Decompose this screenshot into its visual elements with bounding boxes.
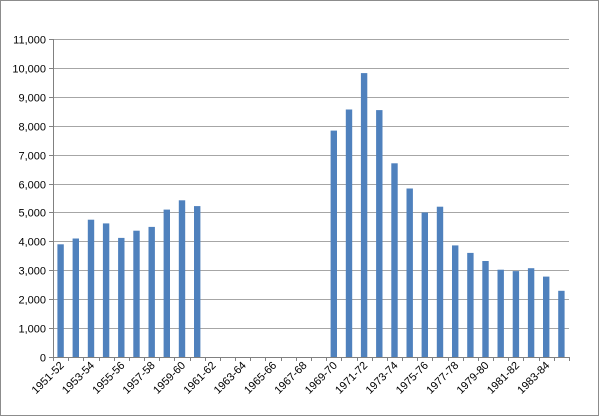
- x-tick-label: 1969-70: [303, 360, 340, 397]
- bar: [194, 206, 201, 357]
- bar: [527, 268, 535, 357]
- x-tick-label: 1951-52: [30, 360, 67, 397]
- x-tick-label: 1959-60: [151, 360, 188, 397]
- x-tick-label: 1973-74: [364, 360, 401, 397]
- y-tick-label: 2,000: [18, 295, 46, 307]
- axes: [49, 39, 570, 361]
- bar: [391, 163, 398, 357]
- y-tick-label: 9,000: [18, 93, 46, 105]
- y-tick-label: 4,000: [18, 237, 46, 249]
- bar: [178, 200, 186, 357]
- bar: [133, 230, 140, 357]
- bar: [436, 206, 444, 357]
- bar: [118, 237, 125, 357]
- y-tick-label: 1,000: [18, 324, 46, 336]
- bar: [558, 290, 565, 357]
- y-tick-label: 0: [40, 353, 46, 365]
- bar: [543, 276, 550, 357]
- y-tick-label: 5,000: [18, 208, 46, 220]
- bar: [360, 73, 368, 357]
- y-axis-tick-labels: 0 1,000 2,000 3,000 4,000 5,000 6,000 7,000 8,00…: [12, 35, 46, 365]
- y-tick-label: 8,000: [18, 122, 46, 134]
- bar: [72, 238, 79, 357]
- bar: [512, 271, 520, 357]
- y-tick-label: 6,000: [18, 180, 46, 192]
- bar: [406, 188, 413, 357]
- x-tick-label: 1965-66: [242, 360, 279, 397]
- x-tick-label: 1971-72: [333, 360, 370, 397]
- x-tick-label: 1961-62: [181, 360, 218, 397]
- bar: [482, 261, 489, 357]
- x-tick-label: 1963-64: [212, 360, 249, 397]
- x-tick-label: 1981-82: [485, 360, 522, 397]
- bar: [330, 130, 337, 357]
- x-tick-label: 1979-80: [455, 360, 492, 397]
- bar: [148, 226, 155, 357]
- y-tick-label: 3,000: [18, 266, 46, 278]
- bar: [345, 109, 353, 357]
- x-axis-tick-labels: 1951-521953-541955-561957-581959-601961-…: [30, 360, 553, 397]
- y-tick-label: 11,000: [13, 35, 46, 47]
- bar: [102, 223, 110, 357]
- x-tick-label: 1983-84: [515, 360, 552, 397]
- bar: [497, 269, 504, 357]
- x-tick-label: 1975-76: [394, 360, 431, 397]
- bar: [467, 252, 474, 357]
- y-tick-label: 10,000: [12, 64, 46, 76]
- bar: [87, 219, 95, 357]
- bar: [452, 245, 459, 357]
- x-tick-label: 1967-68: [272, 360, 309, 397]
- bar: [163, 209, 170, 357]
- grid-lines: [53, 39, 569, 329]
- x-tick-label: 1977-78: [424, 360, 461, 397]
- x-tick-label: 1953-54: [60, 360, 97, 397]
- bar: [376, 110, 383, 357]
- bar: [57, 244, 64, 357]
- y-tick-label: 7,000: [18, 151, 46, 163]
- bar-series: [57, 73, 565, 357]
- x-tick-label: 1957-58: [121, 360, 158, 397]
- x-tick-label: 1955-56: [90, 360, 127, 397]
- bar: [421, 212, 428, 357]
